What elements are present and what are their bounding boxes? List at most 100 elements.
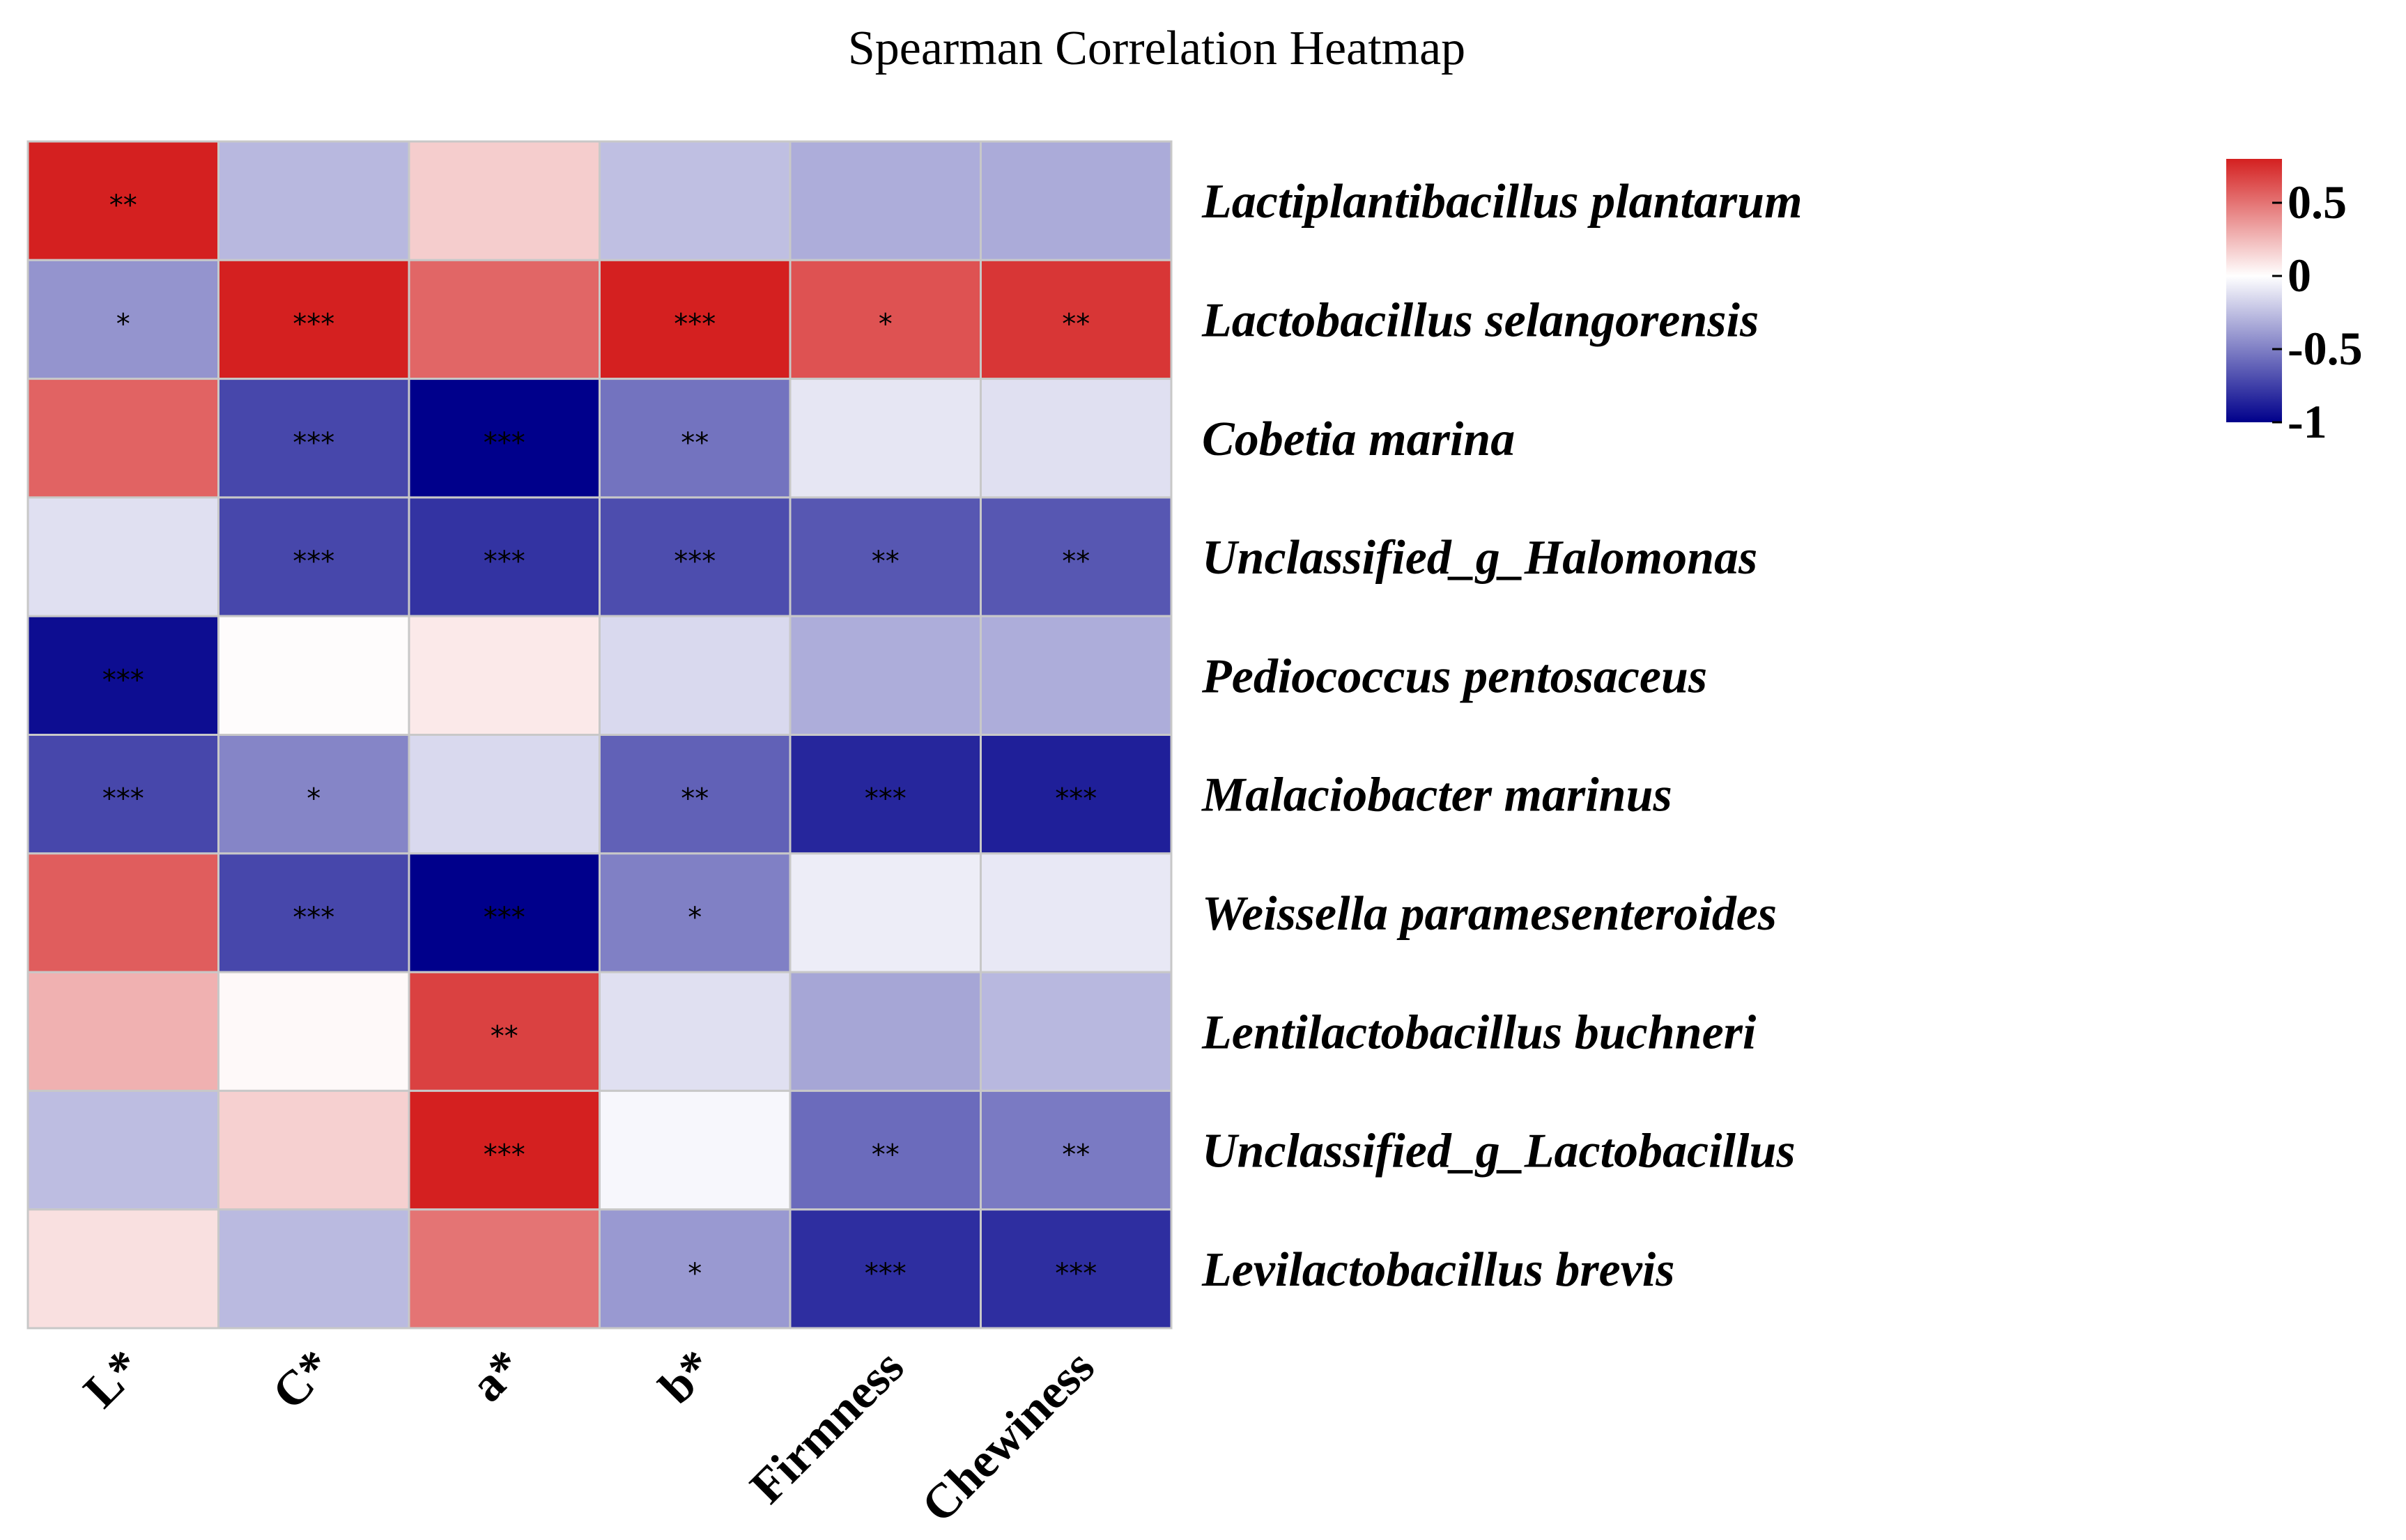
- heatmap-cell: [408, 259, 601, 380]
- significance-marker: ***: [102, 783, 144, 815]
- heatmap-cell: [980, 378, 1173, 499]
- heatmap-cell: [599, 1208, 792, 1330]
- heatmap-cell: [599, 734, 792, 855]
- significance-marker: **: [872, 1139, 900, 1171]
- chart-title: Spearman Correlation Heatmap: [848, 22, 1465, 75]
- significance-marker: **: [681, 783, 709, 815]
- heatmap-cell: [599, 140, 792, 261]
- heatmap-cell: [980, 1089, 1173, 1211]
- row-label: Unclassified_g_Halomonas: [1202, 531, 1757, 585]
- column-label: L*: [74, 1340, 152, 1418]
- heatmap-cell: [980, 496, 1173, 617]
- significance-marker: ***: [102, 664, 144, 696]
- column-label: b*: [649, 1340, 724, 1415]
- significance-marker: ***: [293, 308, 334, 340]
- row-label: Levilactobacillus brevis: [1201, 1243, 1674, 1297]
- heatmap-cell: [26, 1089, 219, 1211]
- heatmap-cell: [408, 852, 601, 973]
- heatmap-cell: [599, 1089, 792, 1211]
- row-label: Unclassified_g_Lactobacillus: [1202, 1125, 1796, 1178]
- heatmap-cell: [217, 615, 410, 737]
- significance-marker: **: [1062, 308, 1090, 340]
- row-label: Weissella paramesenteroides: [1202, 887, 1777, 941]
- significance-marker: ***: [293, 427, 334, 459]
- heatmap-cell: [980, 734, 1173, 855]
- heatmap-cell: [408, 615, 601, 737]
- row-label: Cobetia marina: [1202, 413, 1515, 466]
- column-label: Chewiness: [911, 1340, 1104, 1533]
- heatmap-cell: [217, 1208, 410, 1330]
- heatmap-cell: [217, 1089, 410, 1211]
- heatmap-cell: [789, 852, 982, 973]
- heatmap-cell: [408, 1208, 601, 1330]
- significance-marker: *: [688, 902, 702, 934]
- colorbar-tick-label: -1: [2288, 395, 2327, 448]
- significance-marker: ***: [1055, 1258, 1097, 1290]
- heatmap-cell: [599, 615, 792, 737]
- significance-marker: ***: [484, 1139, 525, 1171]
- significance-marker: ***: [865, 783, 907, 815]
- significance-marker: **: [109, 190, 137, 222]
- heatmap-cell: [408, 734, 601, 855]
- significance-marker: *: [116, 308, 130, 340]
- heatmap-cell: [217, 140, 410, 261]
- heatmap-cell: [980, 852, 1173, 973]
- heatmap-cell: [408, 140, 601, 261]
- significance-marker: ***: [293, 546, 334, 578]
- significance-marker: ***: [1055, 783, 1097, 815]
- heatmap-cell: [599, 496, 792, 617]
- heatmap-cell: [26, 1208, 219, 1330]
- significance-marker: **: [491, 1020, 518, 1052]
- heatmap-cell: [26, 734, 219, 855]
- heatmap-cell: [217, 971, 410, 1092]
- column-label: Firmness: [740, 1340, 914, 1514]
- column-label: a*: [461, 1340, 533, 1412]
- colorbar-tick-label: 0: [2288, 249, 2311, 302]
- heatmap-cell: [789, 734, 982, 855]
- row-label: Lactobacillus selangorensis: [1201, 293, 1759, 347]
- heatmap-cell: [26, 496, 219, 617]
- row-label: Lentilactobacillus buchneri: [1201, 1006, 1757, 1059]
- heatmap-cell: [217, 852, 410, 973]
- significance-marker: ***: [484, 546, 525, 578]
- heatmap-cell: [217, 496, 410, 617]
- row-label: Pediococcus pentosaceus: [1201, 649, 1707, 703]
- heatmap-cell: [26, 378, 219, 499]
- heatmap-cell: [789, 971, 982, 1092]
- significance-marker: **: [872, 546, 900, 578]
- heatmap-cell: [980, 971, 1173, 1092]
- significance-markers: *** *** *** * ***** *** ***** *** *** ** ******** *…: [102, 190, 1097, 1290]
- significance-marker: *: [688, 1258, 702, 1290]
- heatmap-cell: [217, 734, 410, 855]
- significance-marker: *: [879, 308, 893, 340]
- heatmap-cell: [26, 971, 219, 1092]
- heatmap-cell: [789, 1208, 982, 1330]
- significance-marker: **: [1062, 1139, 1090, 1171]
- colorbar: 0.5 0 -0.5 -1: [2226, 159, 2363, 448]
- significance-marker: ***: [865, 1258, 907, 1290]
- significance-marker: ***: [484, 902, 525, 934]
- heatmap-cell: [26, 140, 219, 261]
- row-label: Malaciobacter marinus: [1201, 769, 1672, 822]
- heatmap-cell: [980, 1208, 1173, 1330]
- heatmap-cell: [599, 259, 792, 380]
- significance-marker: ***: [674, 308, 716, 340]
- significance-marker: ***: [293, 902, 334, 934]
- heatmap-cell: [789, 615, 982, 737]
- significance-marker: ***: [484, 427, 525, 459]
- heatmap-cell: [789, 378, 982, 499]
- colorbar-tick-label: 0.5: [2288, 176, 2347, 229]
- heatmap-cells: [26, 140, 1173, 1330]
- heatmap-cell: [980, 140, 1173, 261]
- heatmap-cell: [599, 971, 792, 1092]
- row-labels: Lactiplantibacillus plantarum Lactobacill…: [1201, 175, 1803, 1297]
- heatmap-cell: [408, 1089, 601, 1211]
- significance-marker: **: [1062, 546, 1090, 578]
- significance-marker: **: [681, 427, 709, 459]
- heatmap-cell: [26, 852, 219, 973]
- heatmap-cell: [408, 378, 601, 499]
- heatmap-cell: [217, 259, 410, 380]
- heatmap-cell: [980, 615, 1173, 737]
